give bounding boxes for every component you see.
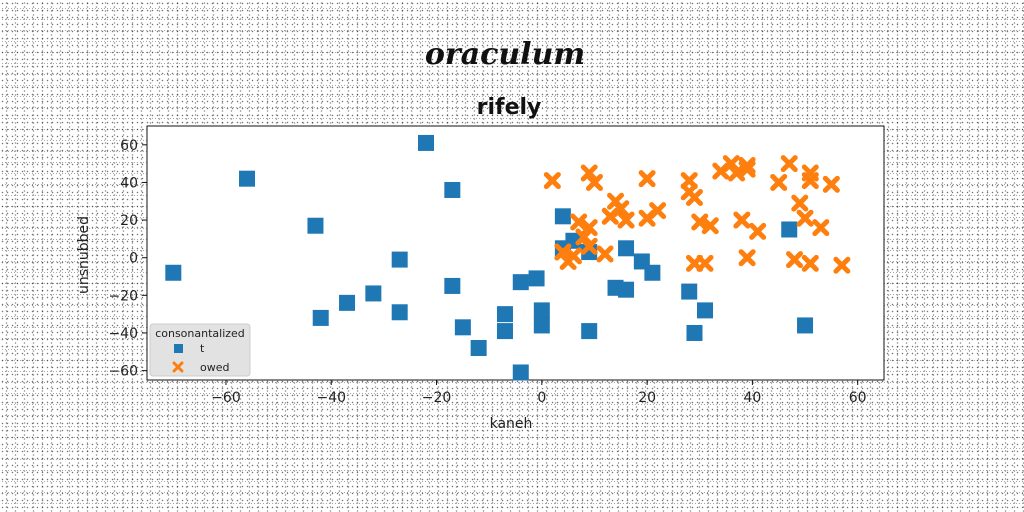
data-point-t [697,302,713,318]
data-point-t [444,182,460,198]
data-point-t [313,310,329,326]
data-point-t [797,317,813,333]
x-axis-ticks: −60 −40 −20 0 20 40 60 [211,380,866,406]
legend-label-t: t [200,342,205,355]
data-point-t [513,364,529,380]
data-point-t [444,278,460,294]
y-tick-label: 40 [120,175,138,191]
x-tick-label: −60 [211,390,241,406]
data-point-t [681,284,697,300]
data-point-t [781,221,797,237]
data-point-t [307,218,323,234]
x-tick-label: 40 [743,390,761,406]
chart-suptitle: oraculum [425,37,585,72]
data-point-t [365,285,381,301]
data-point-t [392,252,408,268]
x-tick-label: −40 [316,390,346,406]
data-point-t [581,323,597,339]
data-point-t [534,302,550,318]
legend-title: consonantalized [155,327,245,340]
chart-title: rifely [477,95,542,120]
data-point-t [618,240,634,256]
y-tick-label: −60 [108,364,138,380]
data-point-t [529,270,545,286]
data-point-t [686,325,702,341]
x-tick-label: −20 [422,390,452,406]
y-tick-label: 20 [120,213,138,229]
data-point-t [644,265,660,281]
x-tick-label: 20 [638,390,656,406]
data-point-t [165,265,181,281]
data-point-t [239,171,255,187]
y-tick-label: 60 [120,138,138,154]
plot-frame [147,126,884,380]
legend: consonantalized t owed [150,324,250,376]
data-point-t [497,306,513,322]
data-point-t [513,274,529,290]
legend-label-owed: owed [200,361,229,374]
data-point-t [418,135,434,151]
x-tick-label: 0 [537,390,546,406]
y-tick-label: −20 [108,288,138,304]
data-point-t [471,340,487,356]
data-point-t [455,319,471,335]
data-point-t [555,208,571,224]
data-point-t [534,317,550,333]
data-point-t [339,295,355,311]
data-point-t [392,304,408,320]
data-point-t [618,282,634,298]
x-tick-label: 60 [849,390,867,406]
y-axis-ticks: −60 −40 −20 0 20 40 60 [108,138,147,380]
y-tick-label: 0 [129,251,138,267]
data-point-t [497,323,513,339]
y-axis-label: unsnubbed [76,216,92,294]
legend-marker-t [174,344,183,353]
x-axis-label: kaneh [490,416,533,432]
y-tick-label: −40 [108,326,138,342]
